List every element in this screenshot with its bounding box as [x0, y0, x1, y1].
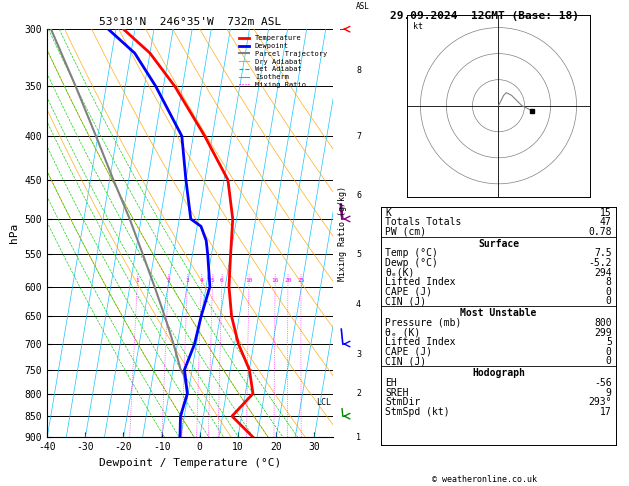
Text: Pressure (mb): Pressure (mb) [385, 318, 462, 328]
Text: Temp (°C): Temp (°C) [385, 248, 438, 259]
Text: Hodograph: Hodograph [472, 368, 525, 379]
Text: kt: kt [413, 22, 423, 32]
Text: StmSpd (kt): StmSpd (kt) [385, 407, 450, 417]
Text: Most Unstable: Most Unstable [460, 309, 537, 318]
Text: θₑ(K): θₑ(K) [385, 267, 415, 278]
Text: EH: EH [385, 378, 397, 388]
Text: 0: 0 [606, 287, 611, 296]
Text: θₑ (K): θₑ (K) [385, 328, 421, 337]
Text: 299: 299 [594, 328, 611, 337]
Text: CAPE (J): CAPE (J) [385, 347, 432, 357]
Text: 0: 0 [606, 296, 611, 306]
Text: Mixing Ratio (g/kg): Mixing Ratio (g/kg) [338, 186, 347, 281]
Text: 17: 17 [600, 407, 611, 417]
Text: K: K [385, 208, 391, 218]
Legend: Temperature, Dewpoint, Parcel Trajectory, Dry Adiabat, Wet Adiabat, Isotherm, Mi: Temperature, Dewpoint, Parcel Trajectory… [236, 33, 330, 90]
Text: 25: 25 [298, 278, 305, 283]
Text: StmDir: StmDir [385, 397, 421, 407]
Text: 0: 0 [606, 356, 611, 366]
Text: CIN (J): CIN (J) [385, 296, 426, 306]
Text: 15: 15 [600, 208, 611, 218]
Text: LCL: LCL [316, 399, 331, 407]
Text: 4: 4 [199, 278, 203, 283]
Text: 0: 0 [606, 347, 611, 357]
Text: 7: 7 [356, 132, 361, 140]
Title: 53°18'N  246°35'W  732m ASL: 53°18'N 246°35'W 732m ASL [99, 17, 281, 27]
Text: PW (cm): PW (cm) [385, 226, 426, 237]
Text: Totals Totals: Totals Totals [385, 217, 462, 227]
Text: 8: 8 [356, 66, 361, 75]
Text: 7.5: 7.5 [594, 248, 611, 259]
Text: 1: 1 [136, 278, 140, 283]
Text: Lifted Index: Lifted Index [385, 277, 456, 287]
Text: 5: 5 [356, 250, 361, 259]
Text: 2: 2 [167, 278, 170, 283]
Text: Dewp (°C): Dewp (°C) [385, 258, 438, 268]
Text: © weatheronline.co.uk: © weatheronline.co.uk [432, 474, 537, 484]
Text: 3: 3 [356, 350, 361, 359]
Text: 20: 20 [284, 278, 292, 283]
Text: 3: 3 [186, 278, 189, 283]
Text: 47: 47 [600, 217, 611, 227]
Text: 9: 9 [606, 387, 611, 398]
Text: 6: 6 [356, 191, 361, 201]
Text: Lifted Index: Lifted Index [385, 337, 456, 347]
Text: 294: 294 [594, 267, 611, 278]
Text: 5: 5 [606, 337, 611, 347]
Text: Surface: Surface [478, 239, 519, 249]
Text: 293°: 293° [588, 397, 611, 407]
Text: 0.78: 0.78 [588, 226, 611, 237]
Text: 4: 4 [356, 300, 361, 310]
Text: 2: 2 [356, 389, 361, 398]
Text: SREH: SREH [385, 387, 409, 398]
Text: -56: -56 [594, 378, 611, 388]
Text: 800: 800 [594, 318, 611, 328]
Text: km
ASL: km ASL [356, 0, 370, 11]
Text: 29.09.2024  12GMT (Base: 18): 29.09.2024 12GMT (Base: 18) [390, 11, 579, 21]
Text: 10: 10 [245, 278, 253, 283]
Text: -5.2: -5.2 [588, 258, 611, 268]
Text: 16: 16 [271, 278, 279, 283]
X-axis label: Dewpoint / Temperature (°C): Dewpoint / Temperature (°C) [99, 458, 281, 468]
Y-axis label: hPa: hPa [9, 223, 19, 243]
Text: 5: 5 [211, 278, 214, 283]
Text: 1: 1 [356, 433, 361, 442]
Text: CAPE (J): CAPE (J) [385, 287, 432, 296]
Text: 6: 6 [220, 278, 224, 283]
Text: CIN (J): CIN (J) [385, 356, 426, 366]
Text: 8: 8 [606, 277, 611, 287]
